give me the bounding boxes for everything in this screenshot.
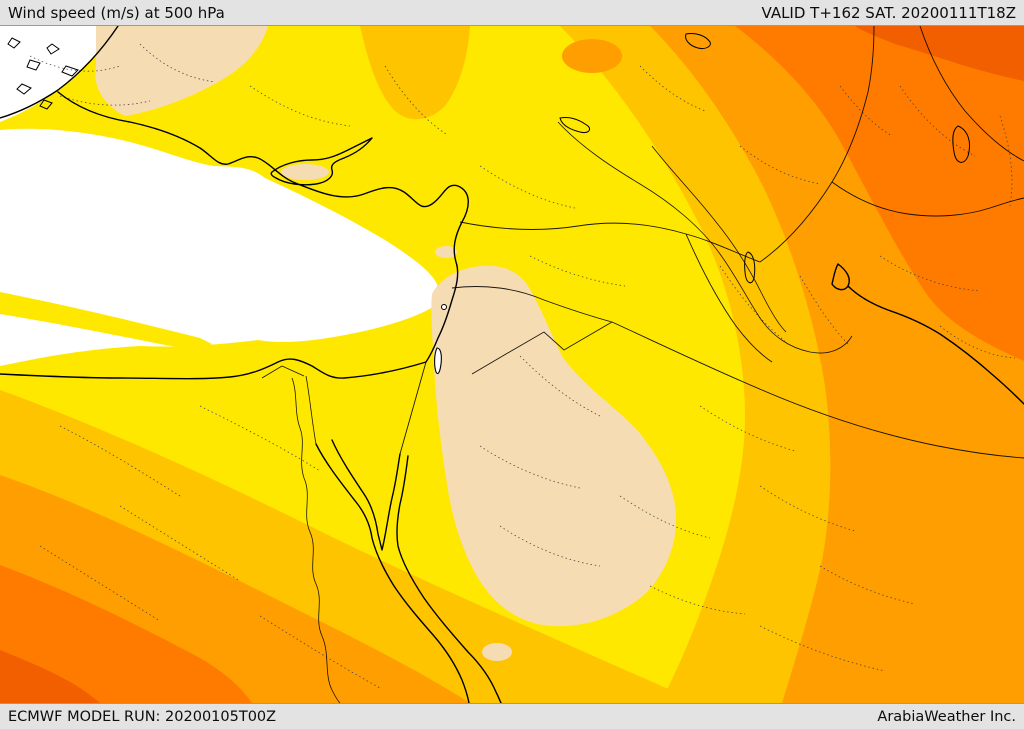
contour-cream-cyprus xyxy=(281,164,329,180)
contour-white-low-wind-sea xyxy=(0,128,438,366)
contour-darkest-orange-corner-southwest xyxy=(0,650,100,703)
contour-cream-spot-levant xyxy=(435,246,457,258)
dead-sea xyxy=(434,347,442,375)
model-run-label: ECMWF MODEL RUN: 20200105T00Z xyxy=(8,708,277,725)
country-borders-solid xyxy=(399,26,1024,459)
contour-cream-turkey xyxy=(95,26,269,116)
river-lines xyxy=(261,121,853,703)
contour-darkest-orange-streak-top-right xyxy=(855,26,1024,81)
map-title: Wind speed (m/s) at 500 hPa xyxy=(8,3,225,22)
coastline-paths xyxy=(0,26,1024,703)
island-outlines xyxy=(7,37,79,110)
contour-deep-orange-region-northeast xyxy=(735,26,1024,361)
header-bar: Wind speed (m/s) at 500 hPa VALID T+162 … xyxy=(0,0,1024,26)
sea-of-galilee xyxy=(441,304,447,310)
footer-bar: ECMWF MODEL RUN: 20200105T00Z ArabiaWeat… xyxy=(0,703,1024,729)
map-area xyxy=(0,26,1024,703)
admin-boundaries-dotted xyxy=(29,43,1016,689)
contour-orange-patch-top-center xyxy=(562,39,622,73)
contour-deep-orange-band-southwest xyxy=(0,565,252,703)
contour-gold-tongue-top-center xyxy=(360,26,470,120)
contour-white-aegean-corner xyxy=(0,26,118,122)
lake-outlines xyxy=(559,33,971,284)
contour-cream-arabia-blob xyxy=(431,265,677,627)
valid-time-label: VALID T+162 SAT. 20200111T18Z xyxy=(761,3,1016,22)
brand-label: ArabiaWeather Inc. xyxy=(877,708,1016,725)
contour-cream-spot-red-sea xyxy=(482,643,512,661)
contour-yellow-stripe-in-sea xyxy=(0,292,212,348)
wind-speed-map xyxy=(0,26,1024,703)
